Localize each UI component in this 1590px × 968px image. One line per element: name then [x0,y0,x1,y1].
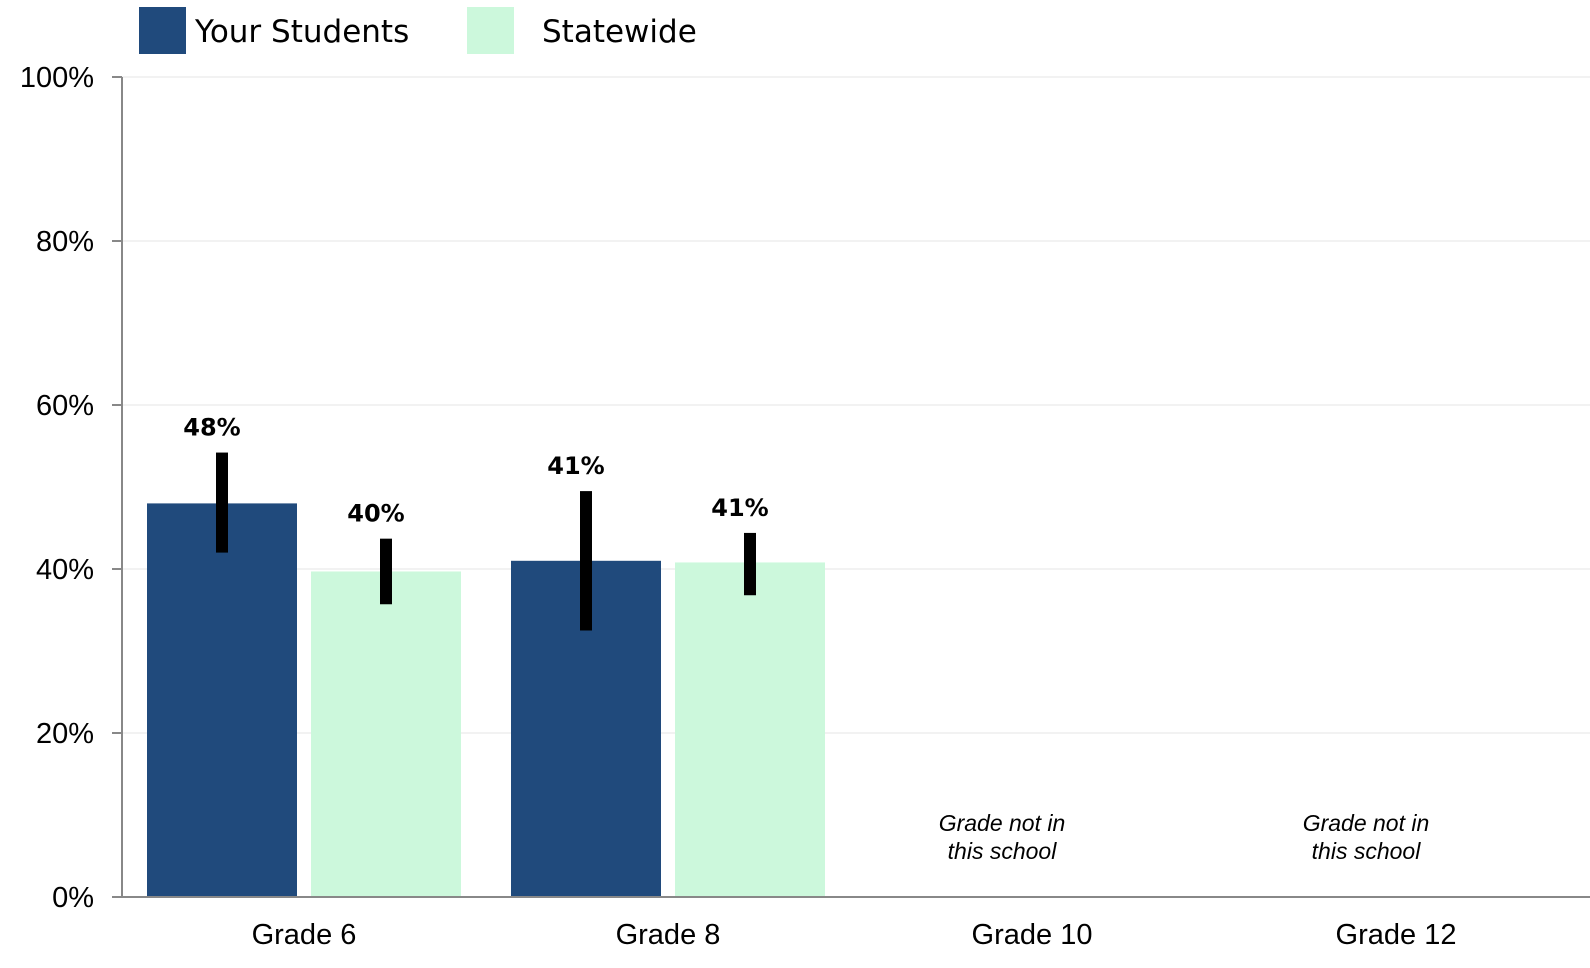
legend-swatch [467,7,514,54]
bar [675,562,825,897]
gridlines [122,76,1590,734]
error-bar [744,532,756,596]
y-tick-label: 100% [20,62,94,94]
category-label: Grade 12 [1336,919,1457,951]
data-label: 48% [183,414,240,442]
y-tick-label: 40% [36,554,94,586]
legend-label: Statewide [542,14,697,50]
data-label: 41% [711,494,768,522]
data-label: 41% [547,452,604,480]
legend-label: Your Students [194,14,409,50]
category-label: Grade 6 [252,919,357,951]
data-labels: 48% 41% 40% 41% [183,414,768,528]
y-tick-label: 0% [52,882,94,914]
axes [112,76,1590,898]
legend: Your Students Statewide [139,7,697,54]
note-label: Grade not in [1303,810,1430,836]
y-tick-labels: 0% 20% 40% 60% 80% 100% [20,62,94,914]
category-label: Grade 10 [972,919,1093,951]
bar [311,571,461,897]
y-tick-label: 60% [36,390,94,422]
error-bars [216,452,756,631]
note-label: this school [1312,838,1422,864]
note-label: this school [948,838,1058,864]
legend-swatch [139,7,186,54]
y-tick-label: 20% [36,718,94,750]
bar [147,503,297,897]
bars [147,503,825,897]
error-bar [216,452,228,553]
error-bar [580,491,592,631]
category-label: Grade 8 [616,919,721,951]
data-label: 40% [347,500,404,528]
note-label: Grade not in [939,810,1066,836]
category-labels: Grade 6 Grade 8 Grade 10 Grade 12 [252,919,1457,951]
y-tick-label: 80% [36,226,94,258]
error-bar [380,538,392,605]
